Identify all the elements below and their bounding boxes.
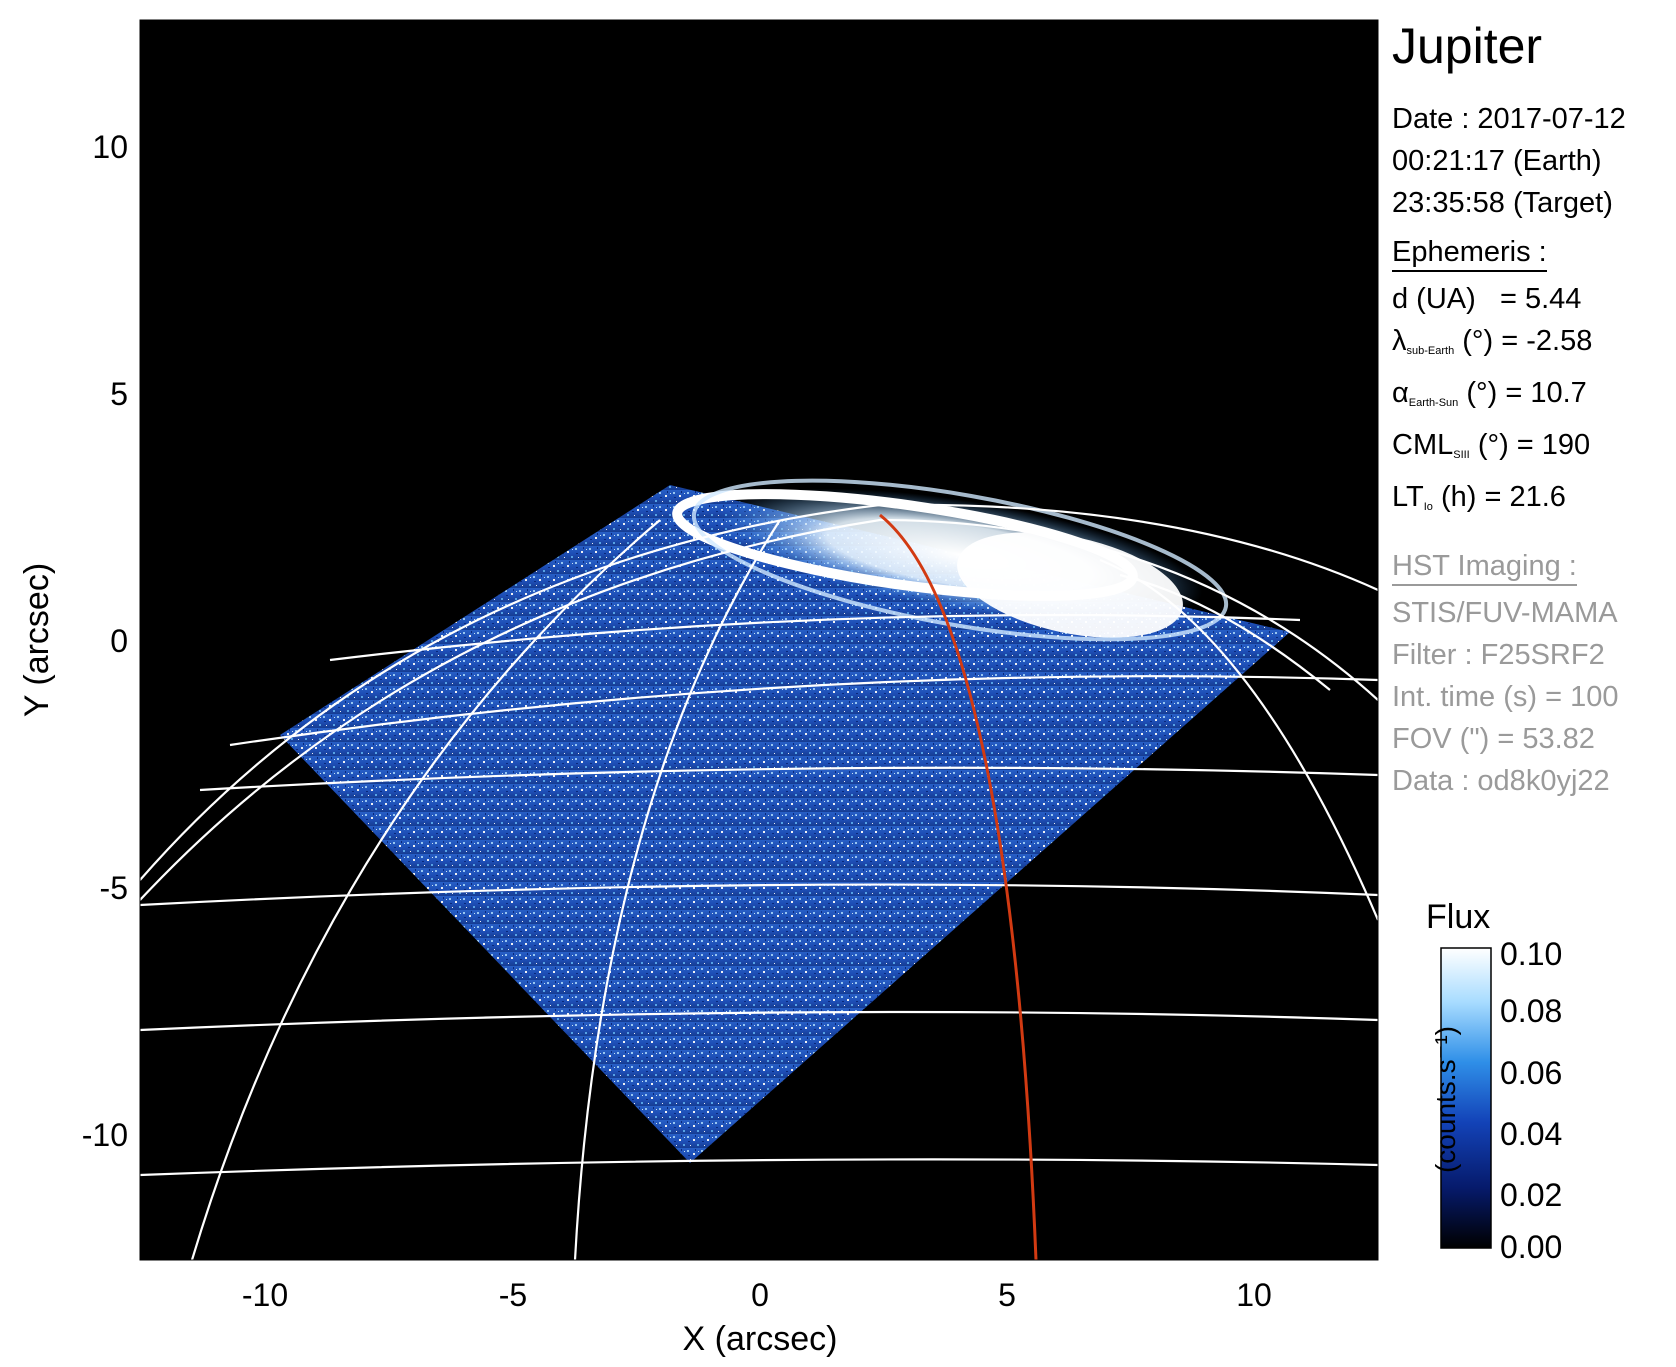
cml-value: (°) = 190 — [1477, 429, 1591, 461]
cml-symbol: CML — [1392, 429, 1454, 461]
y-tick-label: -10 — [82, 1117, 128, 1153]
filter: Filter : F25SRF2 — [1392, 639, 1605, 671]
colorbar-unit: (counts.s⁻¹) — [1430, 1025, 1462, 1174]
colorbar-tick-label: 0.10 — [1500, 936, 1562, 972]
io-footprint-meridian — [879, 513, 1038, 1260]
distance-value: = 5.44 — [1499, 283, 1582, 315]
colorbar-tick-label: 0.02 — [1500, 1177, 1562, 1213]
y-axis-label: Y (arcsec) — [18, 563, 56, 717]
data-id: Data : od8k0yj22 — [1392, 765, 1610, 797]
colorbar-tick-label: 0.08 — [1500, 993, 1562, 1029]
y-tick-label: 10 — [92, 129, 128, 165]
lambda-subscript: sub-Earth — [1406, 345, 1455, 357]
y-tick-label: 5 — [110, 376, 128, 412]
y-tick-label: -5 — [100, 870, 128, 906]
x-tick-label: 5 — [998, 1277, 1016, 1313]
lambda-value: (°) = -2.58 — [1462, 325, 1593, 357]
x-tick-label: -10 — [242, 1277, 288, 1313]
aurora-emission — [672, 478, 1229, 642]
x-tick-label: 0 — [751, 1277, 769, 1313]
x-tick-label: -5 — [499, 1277, 527, 1313]
ephemeris-header: Ephemeris : — [1392, 234, 1547, 272]
alpha-subscript: Earth-Sun — [1408, 397, 1459, 409]
y-tick-label: 0 — [110, 623, 128, 659]
colorbar-tick-label: 0.04 — [1500, 1116, 1562, 1152]
colorbar-title: Flux — [1426, 898, 1491, 936]
hst-section: HST Imaging : STIS/FUV-MAMA Filter : F25… — [1392, 538, 1672, 802]
y-axis: 10 5 0 -5 -10 Y (arcsec) — [18, 129, 128, 1153]
observation-time-target: 23:35:58 (Target) — [1392, 187, 1613, 219]
observation-time-earth: 00:21:17 (Earth) — [1392, 145, 1602, 177]
alpha-value: (°) = 10.7 — [1466, 377, 1587, 409]
colorbar: 0.10 0.08 0.06 0.04 0.02 0.00 — [1440, 936, 1562, 1265]
phase-angle-row: αEarth-Sun (°) = 10.7 — [1392, 372, 1672, 424]
local-time-row: LTIo (h) = 21.6 — [1392, 476, 1672, 528]
x-axis: -10 -5 0 5 10 X (arcsec) — [242, 1277, 1272, 1358]
hst-header: HST Imaging : — [1392, 548, 1577, 586]
distance-row: d (UA) = 5.44 — [1392, 278, 1672, 320]
image-panel — [139, 19, 1379, 1261]
plot-frame — [139, 19, 1379, 1261]
observation-date: Date : 2017-07-12 — [1392, 103, 1626, 135]
lt-subscript: Io — [1423, 501, 1433, 513]
lt-value: (h) = 21.6 — [1440, 481, 1566, 513]
colorbar-tick-label: 0.00 — [1500, 1229, 1562, 1265]
colorbar-tick-label: 0.06 — [1500, 1055, 1562, 1091]
field-of-view: FOV (") = 53.82 — [1392, 723, 1595, 755]
x-tick-label: 10 — [1236, 1277, 1272, 1313]
sub-earth-latitude-row: λsub-Earth (°) = -2.58 — [1392, 320, 1672, 372]
detector-field-of-view — [280, 485, 1290, 1163]
distance-label: d (UA) — [1392, 283, 1476, 315]
x-axis-label: X (arcsec) — [683, 1320, 838, 1358]
planet-grid — [140, 503, 1378, 1260]
integration-time: Int. time (s) = 100 — [1392, 681, 1619, 713]
colorbar-gradient — [1440, 947, 1492, 1249]
cml-subscript: SIII — [1453, 449, 1470, 461]
instrument: STIS/FUV-MAMA — [1392, 597, 1618, 629]
target-name: Jupiter — [1392, 18, 1543, 74]
alpha-symbol: α — [1392, 377, 1409, 409]
lt-symbol: LT — [1392, 481, 1424, 513]
info-panel: Jupiter Date : 2017-07-12 00:21:17 (Eart… — [1392, 18, 1672, 802]
lambda-symbol: λ — [1392, 325, 1407, 357]
cml-row: CMLSIII (°) = 190 — [1392, 424, 1672, 476]
